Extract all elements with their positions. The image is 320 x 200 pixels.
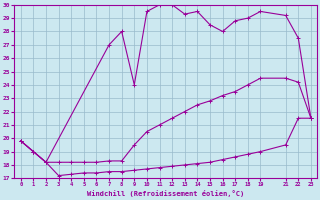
X-axis label: Windchill (Refroidissement éolien,°C): Windchill (Refroidissement éolien,°C) bbox=[87, 190, 244, 197]
